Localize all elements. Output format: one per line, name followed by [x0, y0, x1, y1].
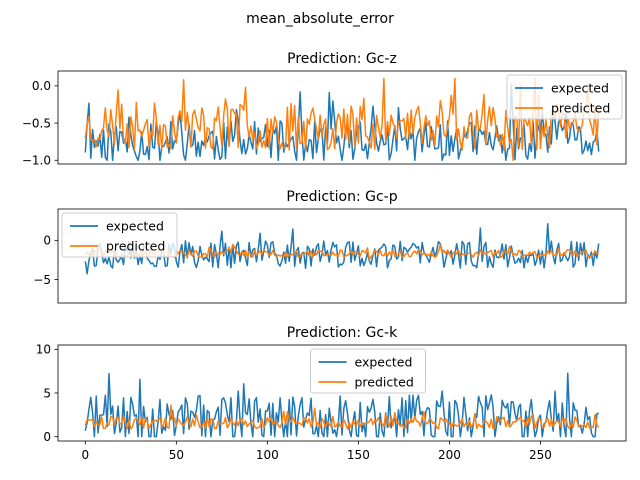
series-lines — [84, 372, 600, 438]
subplot-title: Prediction: Gc-z — [287, 51, 397, 67]
axes-frame — [57, 208, 627, 304]
legend-label-expected: expected — [551, 81, 609, 96]
legend-label-expected: expected — [106, 219, 164, 234]
y-tick-label: 0 — [43, 430, 51, 444]
y-tick-label: −0.5 — [22, 116, 51, 130]
subplot-title: Prediction: Gc-p — [286, 189, 397, 205]
series-lines — [84, 77, 600, 162]
subplot-2: Prediction: Gc-p 0 −5 expected predicted — [33, 189, 627, 304]
y-tick-label: 5 — [43, 386, 51, 400]
y-tick-label: 0.0 — [32, 79, 51, 93]
series-line-expected — [84, 83, 600, 162]
y-tick-label: −1.0 — [22, 154, 51, 168]
series-line-predicted — [84, 77, 600, 162]
y-tick-label: 10 — [36, 343, 51, 357]
legend-label-expected: expected — [355, 355, 413, 370]
x-tick-label: 50 — [169, 448, 184, 462]
x-tick-label: 200 — [438, 448, 461, 462]
y-tick-label: 0 — [43, 234, 51, 248]
series-line-predicted — [84, 404, 600, 430]
subplot-1: Prediction: Gc-z 0.0 −0.5 −1.0 expected predi… — [22, 51, 627, 168]
series-line-expected — [84, 372, 600, 438]
legend: expected predicted — [506, 74, 623, 120]
x-tick-label: 250 — [529, 448, 552, 462]
subplot-panels: Prediction: Gc-z 0.0 −0.5 −1.0 expected predi… — [22, 51, 627, 462]
subplot-title: Prediction: Gc-k — [287, 325, 398, 341]
legend-label-predicted: predicted — [106, 239, 165, 254]
y-tick-label: −5 — [33, 273, 51, 287]
axes-frame — [57, 70, 627, 165]
x-tick-label: 0 — [81, 448, 89, 462]
x-tick-label: 150 — [347, 448, 370, 462]
x-tick-label: 100 — [256, 448, 279, 462]
legend-label-predicted: predicted — [355, 375, 414, 390]
legend: expected predicted — [61, 212, 178, 258]
legend: expected predicted — [310, 348, 426, 394]
legend-label-predicted: predicted — [551, 101, 610, 116]
figure-suptitle: mean_absolute_error — [246, 11, 394, 27]
